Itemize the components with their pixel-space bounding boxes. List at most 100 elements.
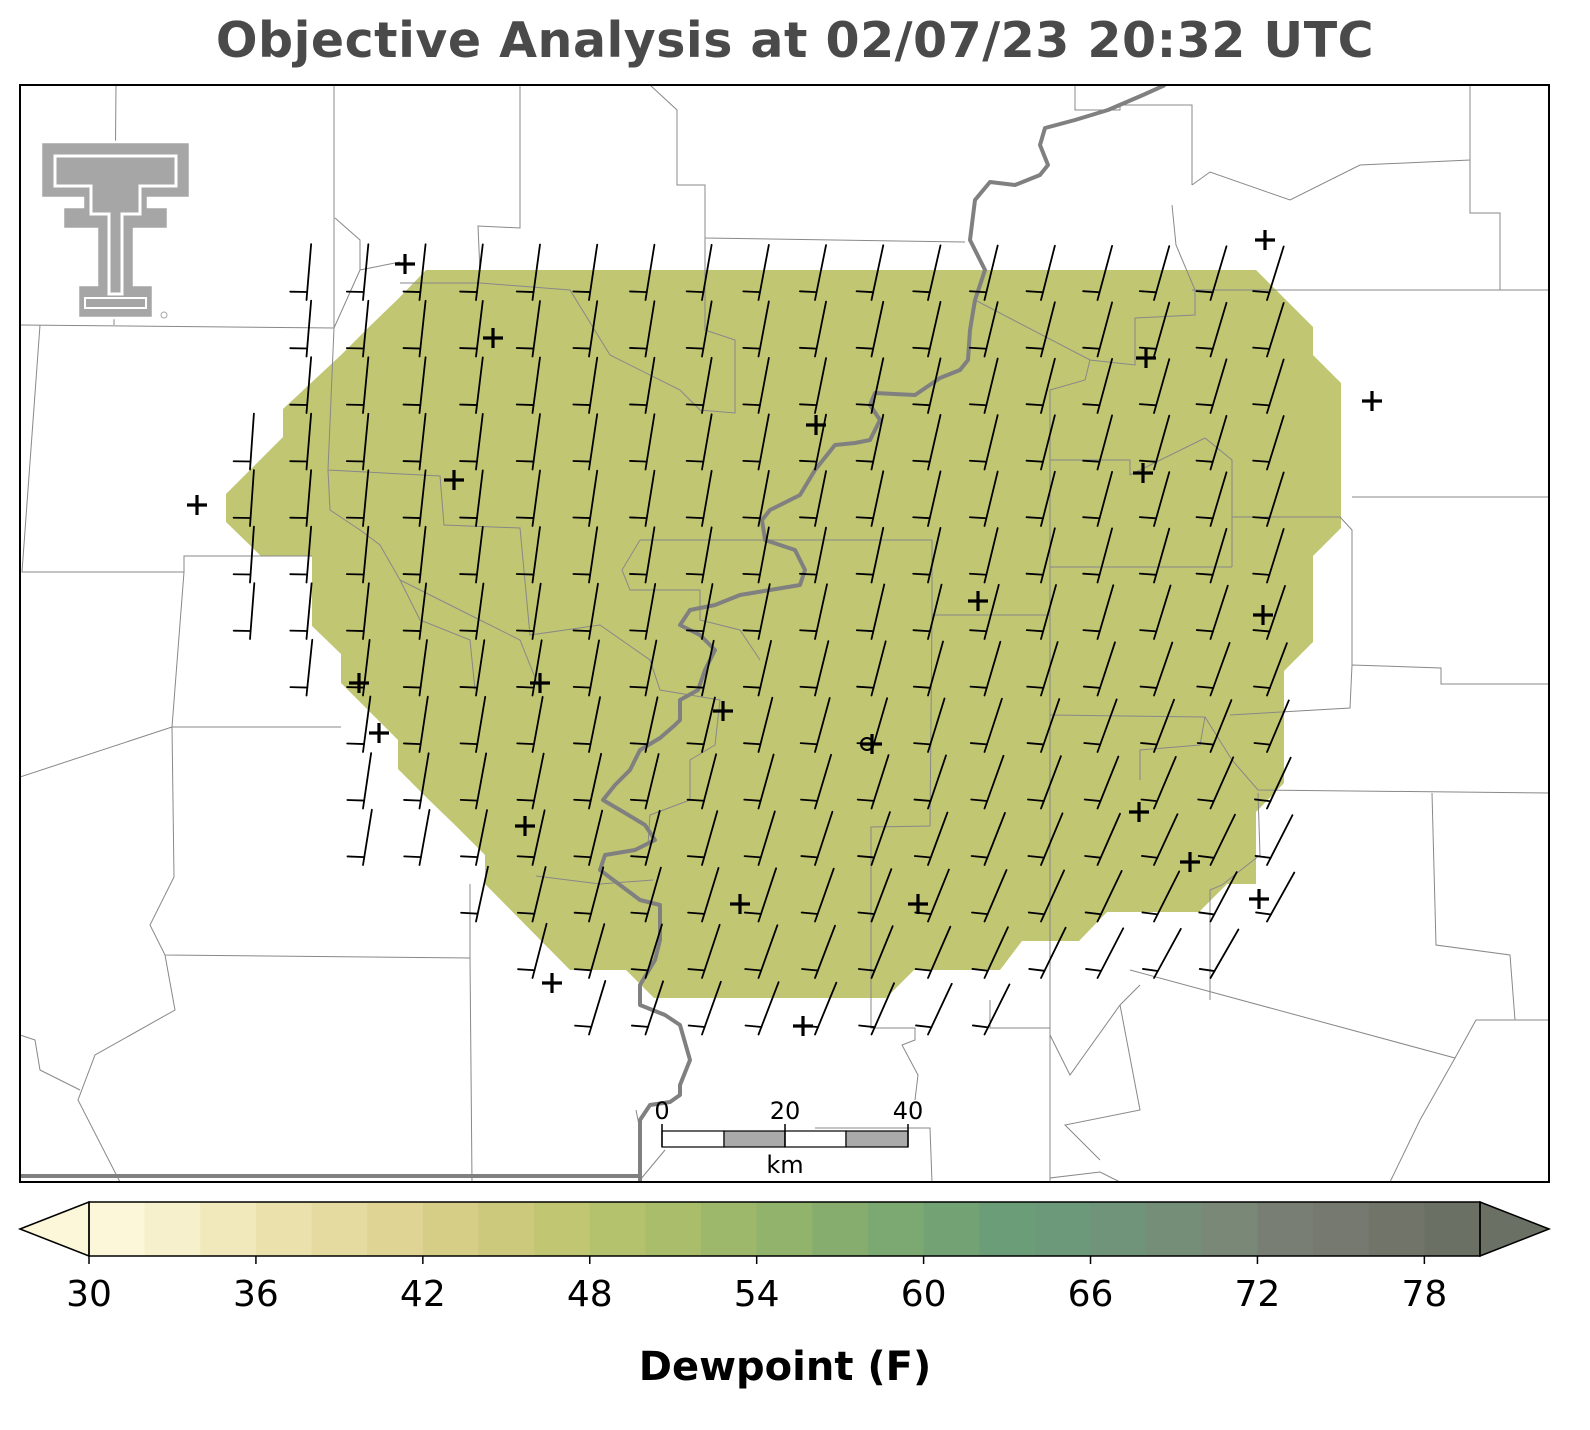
wind-barb [800,867,835,923]
wind-barb [232,412,255,471]
wind-barb [574,980,607,1036]
wind-barb [629,526,656,584]
wind-barb [685,583,714,640]
wind-barb [402,299,427,358]
wind-barb [1198,871,1238,923]
wind-barb [573,866,605,923]
colorbar-tick-label: 66 [1068,1274,1114,1315]
wind-barb [345,525,370,584]
wind-barb [1085,927,1125,979]
wind-barb [685,413,713,471]
wind-barb [572,243,599,301]
map-panel [19,84,1550,1183]
colorbar-swatch [812,1202,869,1256]
wind-barb [912,301,942,358]
colorbar-swatch [1257,1202,1314,1256]
station-marker [1253,605,1273,625]
wind-barb [800,753,832,810]
scale-segment [784,1130,847,1148]
station-marker [542,973,562,993]
colorbar-swatch [311,1202,368,1256]
wind-barb [1025,414,1056,471]
colorbar-high-extension [1479,1200,1552,1258]
wind-barb [1082,584,1115,640]
wind-barb [1198,928,1240,979]
wind-barb [686,810,719,866]
wind-barb [289,299,313,358]
colorbar-tick-label: 36 [233,1274,279,1315]
wind-barb [743,696,774,753]
wind-barb [685,469,713,527]
wind-barb [1084,812,1121,866]
wind-barb [800,810,834,866]
wind-barb [1252,245,1285,301]
wind-barb [460,865,489,923]
wind-barb [346,582,370,640]
colorbar-swatch [1034,1202,1092,1256]
wind-barb [799,697,831,753]
wind-barb [1141,813,1179,866]
wind-barb [1252,358,1285,414]
wind-barb [289,638,314,697]
wind-barb [629,243,656,301]
colorbar-swatch [1313,1202,1370,1256]
wind-barb [289,525,313,584]
wind-barb [1253,642,1288,697]
wind-barb [629,582,657,640]
wind-barb [346,638,371,697]
wind-barb [403,752,430,810]
scale-segment [845,1130,909,1148]
wind-barb [1082,414,1113,471]
wind-barb [1138,414,1171,471]
wind-barb [915,982,953,1036]
colorbar-tick-label: 78 [1401,1274,1447,1315]
wind-barb [1138,245,1171,301]
wind-barb [1255,871,1296,923]
wind-barb [1254,756,1292,810]
map-title: Objective Analysis at 02/07/23 20:32 UTC [215,12,1375,69]
wind-barb [858,982,895,1036]
wind-barb [1139,641,1174,697]
wind-barb [686,639,715,697]
colorbar-tick-label: 60 [901,1274,947,1315]
colorbar-swatch [1368,1202,1425,1256]
wind-barb [515,413,541,471]
colorbar-tick-label: 72 [1235,1274,1281,1315]
wind-barb [459,639,486,697]
wind-barb [799,526,827,584]
scale-label-0: 0 [654,1097,669,1125]
colorbar-swatch [89,1202,146,1256]
wind-barb [345,299,370,358]
station-marker [713,701,733,721]
wind-barb [969,640,1002,697]
wind-barb [459,243,484,301]
wind-barb [459,526,484,584]
wind-barb [1138,301,1171,358]
station-marker [1249,889,1269,909]
wind-barb [685,526,713,584]
wind-barb [1082,358,1113,414]
wind-barb [1140,756,1177,810]
wind-barb [799,470,827,527]
wind-barb [1028,926,1067,979]
wind-barb [1138,471,1171,527]
colorbar-tick-label: 54 [734,1274,780,1315]
wind-barb [799,640,830,697]
colorbar-swatch [1424,1202,1481,1256]
station-marker [1255,230,1275,250]
state-boundaries [20,85,1166,1182]
colorbar-frame [88,1201,1481,1257]
wind-barb [1252,302,1285,358]
wind-barb [1197,756,1235,810]
wind-barb [1138,358,1171,414]
wind-barb [289,412,313,471]
colorbar-ticks: 30 36 42 48 54 60 66 72 78 [66,1256,1447,1315]
wind-barb [857,811,891,866]
colorbar-label: Dewpoint (F) [639,1344,932,1390]
colorbar-swatch [1090,1202,1147,1256]
colorbar-swatch [534,1202,591,1256]
wind-barb [1027,812,1064,866]
wind-barb [969,697,1003,753]
wind-barb [346,808,373,866]
wind-barb [855,300,885,358]
